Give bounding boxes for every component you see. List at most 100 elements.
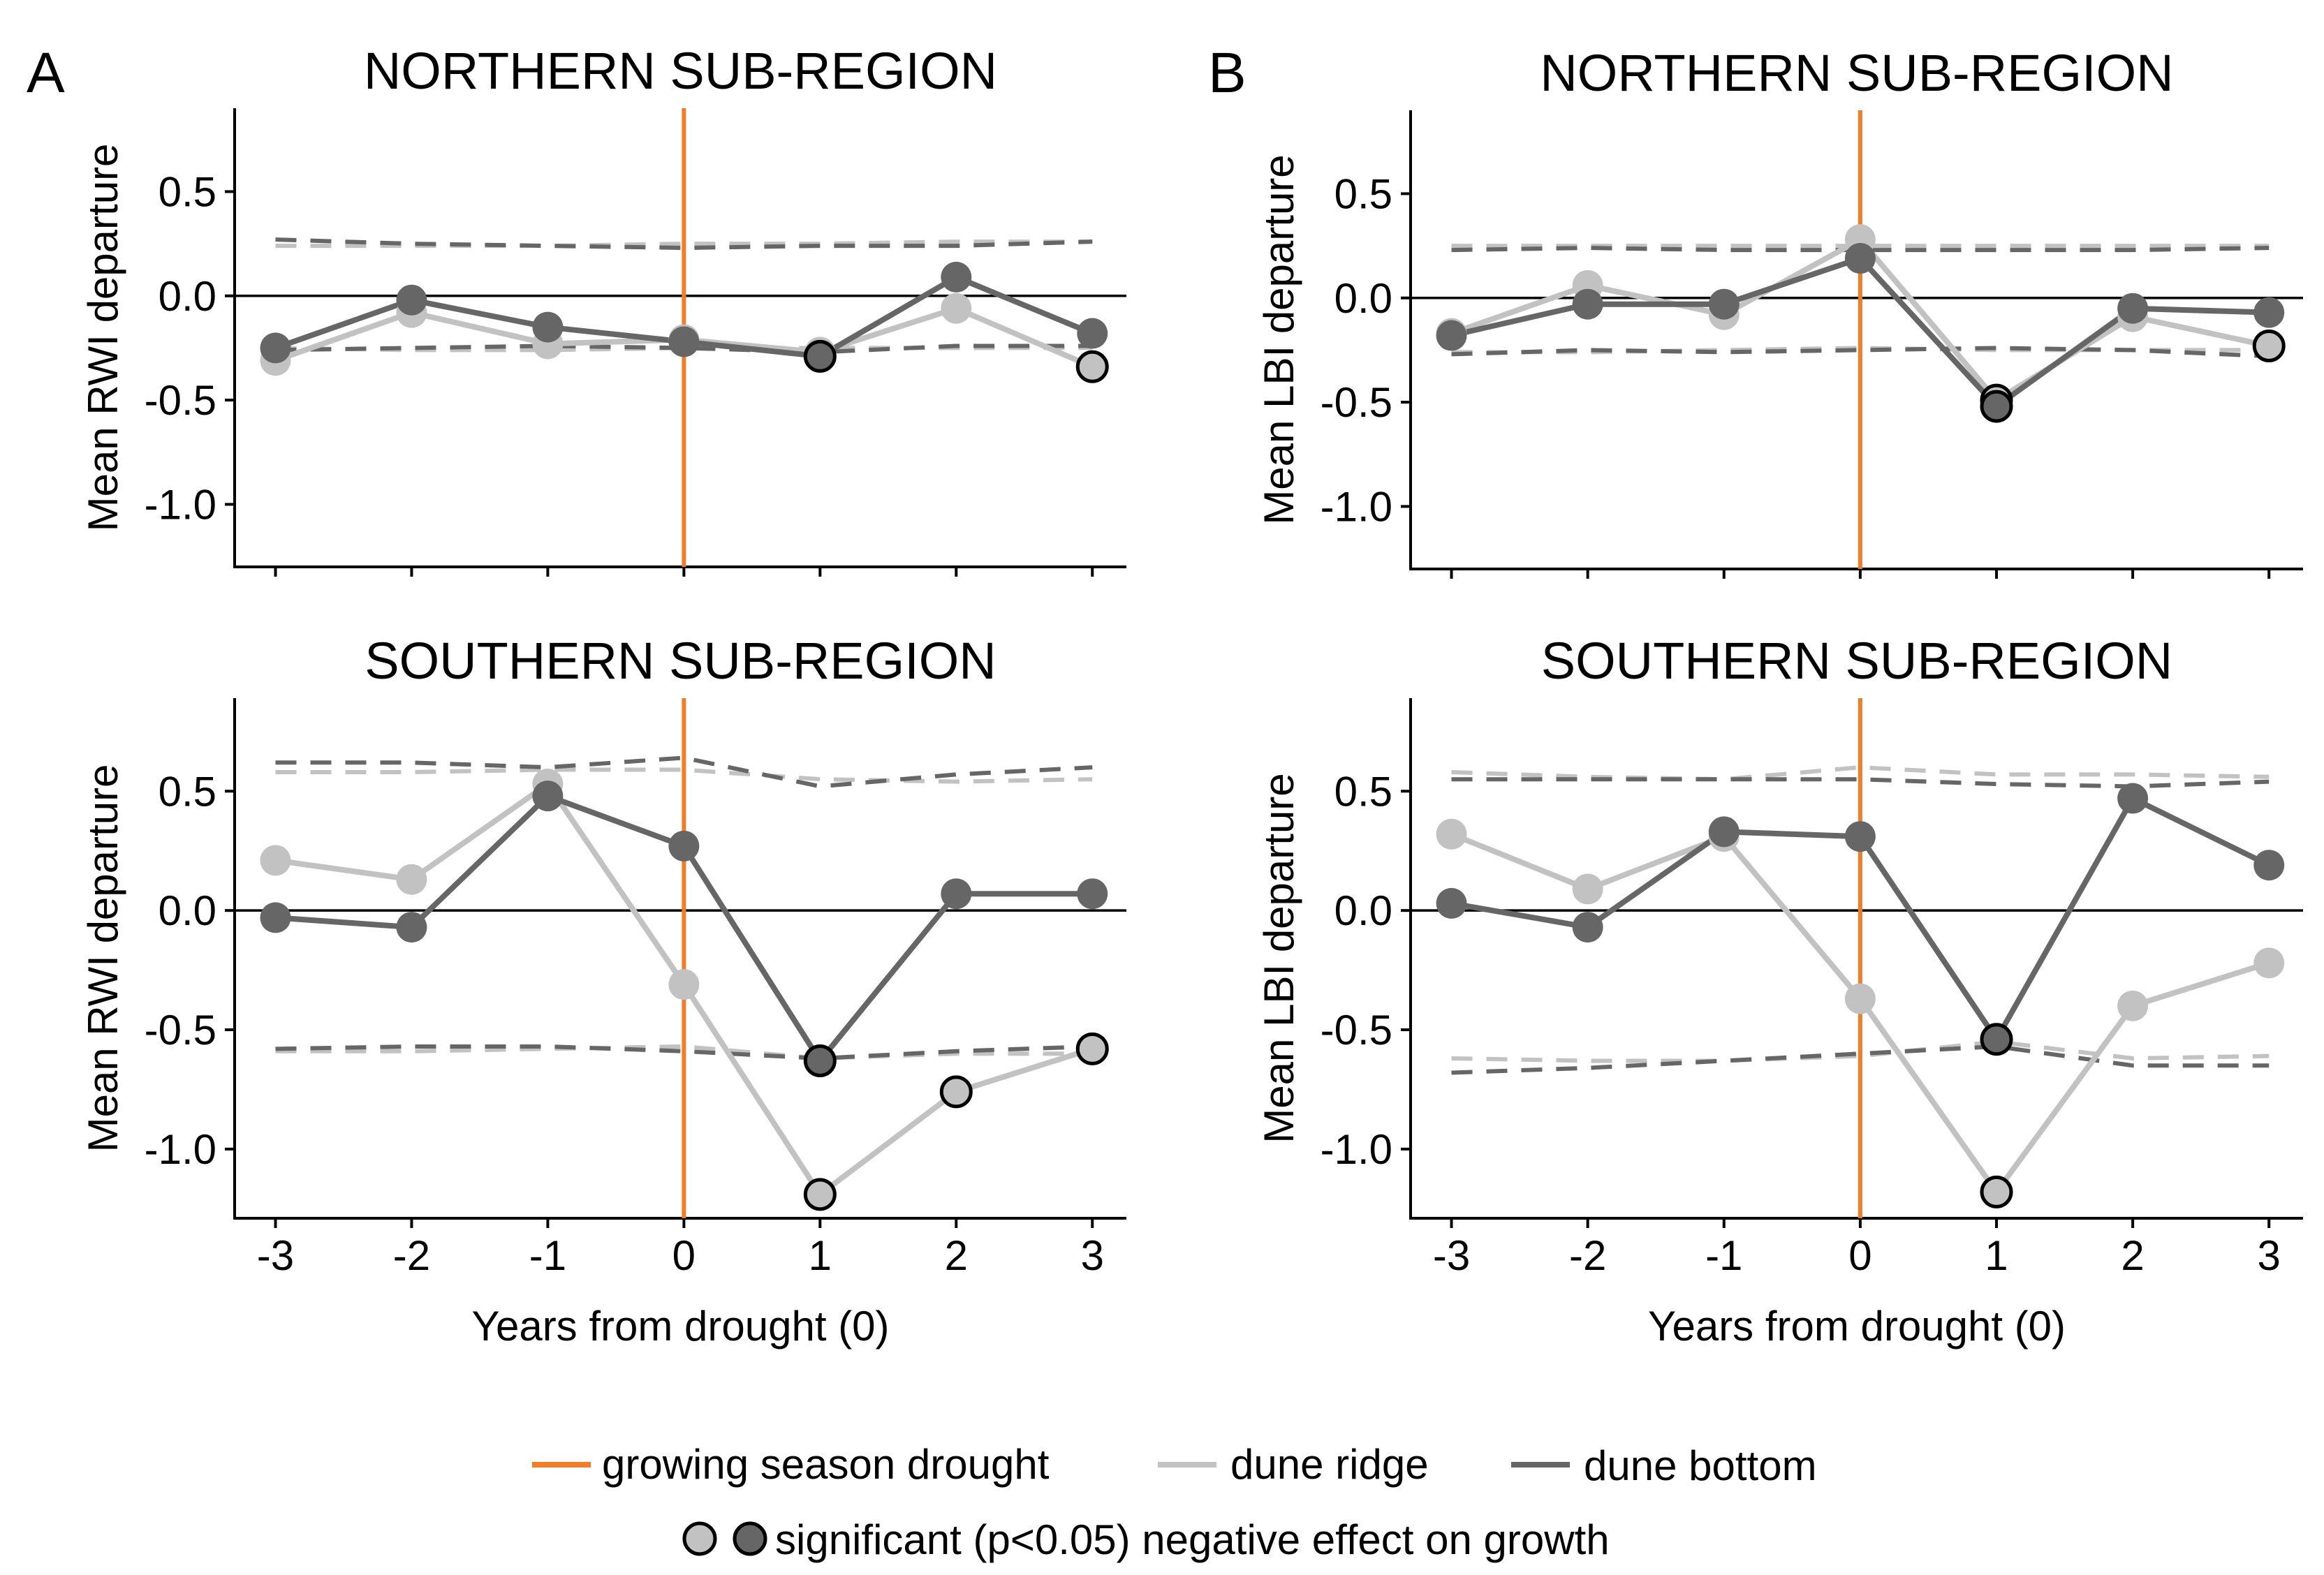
data-point xyxy=(668,326,700,357)
y-tick-label: 0.0 xyxy=(159,887,216,934)
data-point-significant xyxy=(1980,1175,2013,1208)
x-tick-label: 2 xyxy=(945,1232,968,1279)
threshold-line xyxy=(1451,765,2270,782)
panel-north-rwi: NORTHERN SUB-REGION Mean RWI departure 0.5… xyxy=(80,42,1126,577)
data-point xyxy=(668,830,700,862)
panel-north-lbi: NORTHERN SUB-REGION Mean LBI departure 0.5… xyxy=(1256,44,2303,579)
data-point xyxy=(941,878,972,910)
threshold-line xyxy=(275,1044,1093,1061)
data-point xyxy=(1844,983,1876,1014)
x-tick-label: -1 xyxy=(1705,1232,1742,1279)
data-point xyxy=(2253,297,2285,328)
data-point-significant xyxy=(1075,350,1109,383)
y-tick-label: -0.5 xyxy=(1321,1007,1392,1053)
y-axis-label: Mean LBI departure xyxy=(1256,154,1302,524)
threshold-line xyxy=(275,343,1093,355)
data-point xyxy=(1572,873,1603,905)
x-tick-label: 0 xyxy=(1848,1232,1871,1279)
x-tick-label: 0 xyxy=(672,1232,696,1279)
data-point xyxy=(1708,288,1740,320)
legend-significance-label: significant (p<0.05) negative effect on … xyxy=(775,1516,1610,1563)
legend-ridge-label: dune ridge xyxy=(1230,1441,1429,1488)
y-tick-label: -1.0 xyxy=(145,1126,216,1173)
data-point xyxy=(396,284,427,316)
y-axis-label: Mean LBI departure xyxy=(1256,773,1302,1143)
x-tick-label: -3 xyxy=(257,1232,294,1279)
data-point xyxy=(1844,821,1876,852)
data-point xyxy=(2117,990,2149,1021)
data-point xyxy=(1436,887,1467,919)
panel-south-lbi: SOUTHERN SUB-REGION Mean LBI departure 0.5… xyxy=(1256,632,2303,1350)
data-point xyxy=(396,912,427,943)
data-point-significant xyxy=(803,1044,837,1077)
threshold-line xyxy=(1451,346,2270,359)
data-point xyxy=(1077,318,1108,349)
threshold-line xyxy=(275,239,1093,249)
data-point xyxy=(1077,878,1108,910)
data-point xyxy=(1572,288,1603,320)
threshold-line xyxy=(275,767,1093,784)
y-tick-label: -0.5 xyxy=(145,1007,216,1053)
x-axis-label: Years from drought (0) xyxy=(471,1303,889,1350)
data-point xyxy=(1844,243,1876,274)
data-point xyxy=(668,969,700,1000)
threshold-line xyxy=(275,237,1093,251)
y-tick-label: -0.5 xyxy=(1321,379,1392,426)
data-point xyxy=(1436,320,1467,351)
data-point xyxy=(2117,783,2149,814)
x-axis-label: Years from drought (0) xyxy=(1648,1303,2066,1350)
x-tick-label: 3 xyxy=(1081,1232,1104,1279)
panel-letter-b: B xyxy=(1208,41,1246,105)
data-point-significant xyxy=(2252,329,2286,362)
data-point xyxy=(260,332,291,364)
x-tick-label: -1 xyxy=(529,1232,566,1279)
data-point-significant xyxy=(1980,390,2013,423)
panel-title: SOUTHERN SUB-REGION xyxy=(365,632,996,690)
y-tick-label: 0.0 xyxy=(1334,275,1392,322)
threshold-line xyxy=(275,1044,1093,1061)
legend: growing season drought dune ridge dune b… xyxy=(532,1441,1817,1563)
y-tick-label: 0.5 xyxy=(1334,768,1392,815)
x-tick-label: 1 xyxy=(809,1232,832,1279)
y-tick-label: -1.0 xyxy=(1321,1126,1392,1173)
data-point xyxy=(1572,912,1603,943)
y-tick-label: -0.5 xyxy=(145,377,216,424)
panel-letter-a: A xyxy=(27,41,65,105)
data-point xyxy=(532,311,564,343)
panel-title: NORTHERN SUB-REGION xyxy=(1540,44,2173,102)
legend-significant-ridge-marker xyxy=(682,1521,717,1556)
data-point xyxy=(260,902,291,933)
x-tick-label: -2 xyxy=(1569,1232,1606,1279)
data-point xyxy=(260,845,291,876)
data-point xyxy=(2253,947,2285,979)
y-axis-label: Mean RWI departure xyxy=(80,144,126,532)
y-tick-label: 0.5 xyxy=(1334,170,1392,217)
threshold-line xyxy=(1451,246,2270,253)
data-point xyxy=(2117,293,2149,324)
y-tick-label: 0.5 xyxy=(159,168,216,215)
y-tick-label: -1.0 xyxy=(1321,483,1392,530)
panel-south-rwi: SOUTHERN SUB-REGION Mean RWI departure 0.5… xyxy=(80,632,1126,1350)
legend-significant-bottom-marker xyxy=(733,1521,767,1556)
threshold-line xyxy=(1451,1040,2270,1063)
x-tick-label: -2 xyxy=(393,1232,430,1279)
data-point xyxy=(532,781,564,812)
y-axis-label: Mean RWI departure xyxy=(80,764,126,1153)
data-point-significant xyxy=(803,1178,837,1211)
data-point xyxy=(941,293,972,324)
data-point xyxy=(1436,818,1467,850)
data-point-significant xyxy=(1980,1023,2013,1056)
y-tick-label: 0.5 xyxy=(159,768,216,815)
x-tick-label: -3 xyxy=(1433,1232,1470,1279)
data-point-significant xyxy=(1075,1032,1109,1065)
x-tick-label: 2 xyxy=(2121,1232,2144,1279)
legend-bottom-label: dune bottom xyxy=(1584,1442,1817,1489)
data-point-significant xyxy=(803,339,837,373)
legend-drought-label: growing season drought xyxy=(602,1441,1050,1488)
x-tick-label: 1 xyxy=(1985,1232,2008,1279)
y-tick-label: 0.0 xyxy=(159,273,216,320)
data-point xyxy=(396,864,427,895)
y-tick-label: -1.0 xyxy=(145,481,216,528)
threshold-line xyxy=(1451,1044,2270,1075)
x-tick-label: 3 xyxy=(2258,1232,2281,1279)
